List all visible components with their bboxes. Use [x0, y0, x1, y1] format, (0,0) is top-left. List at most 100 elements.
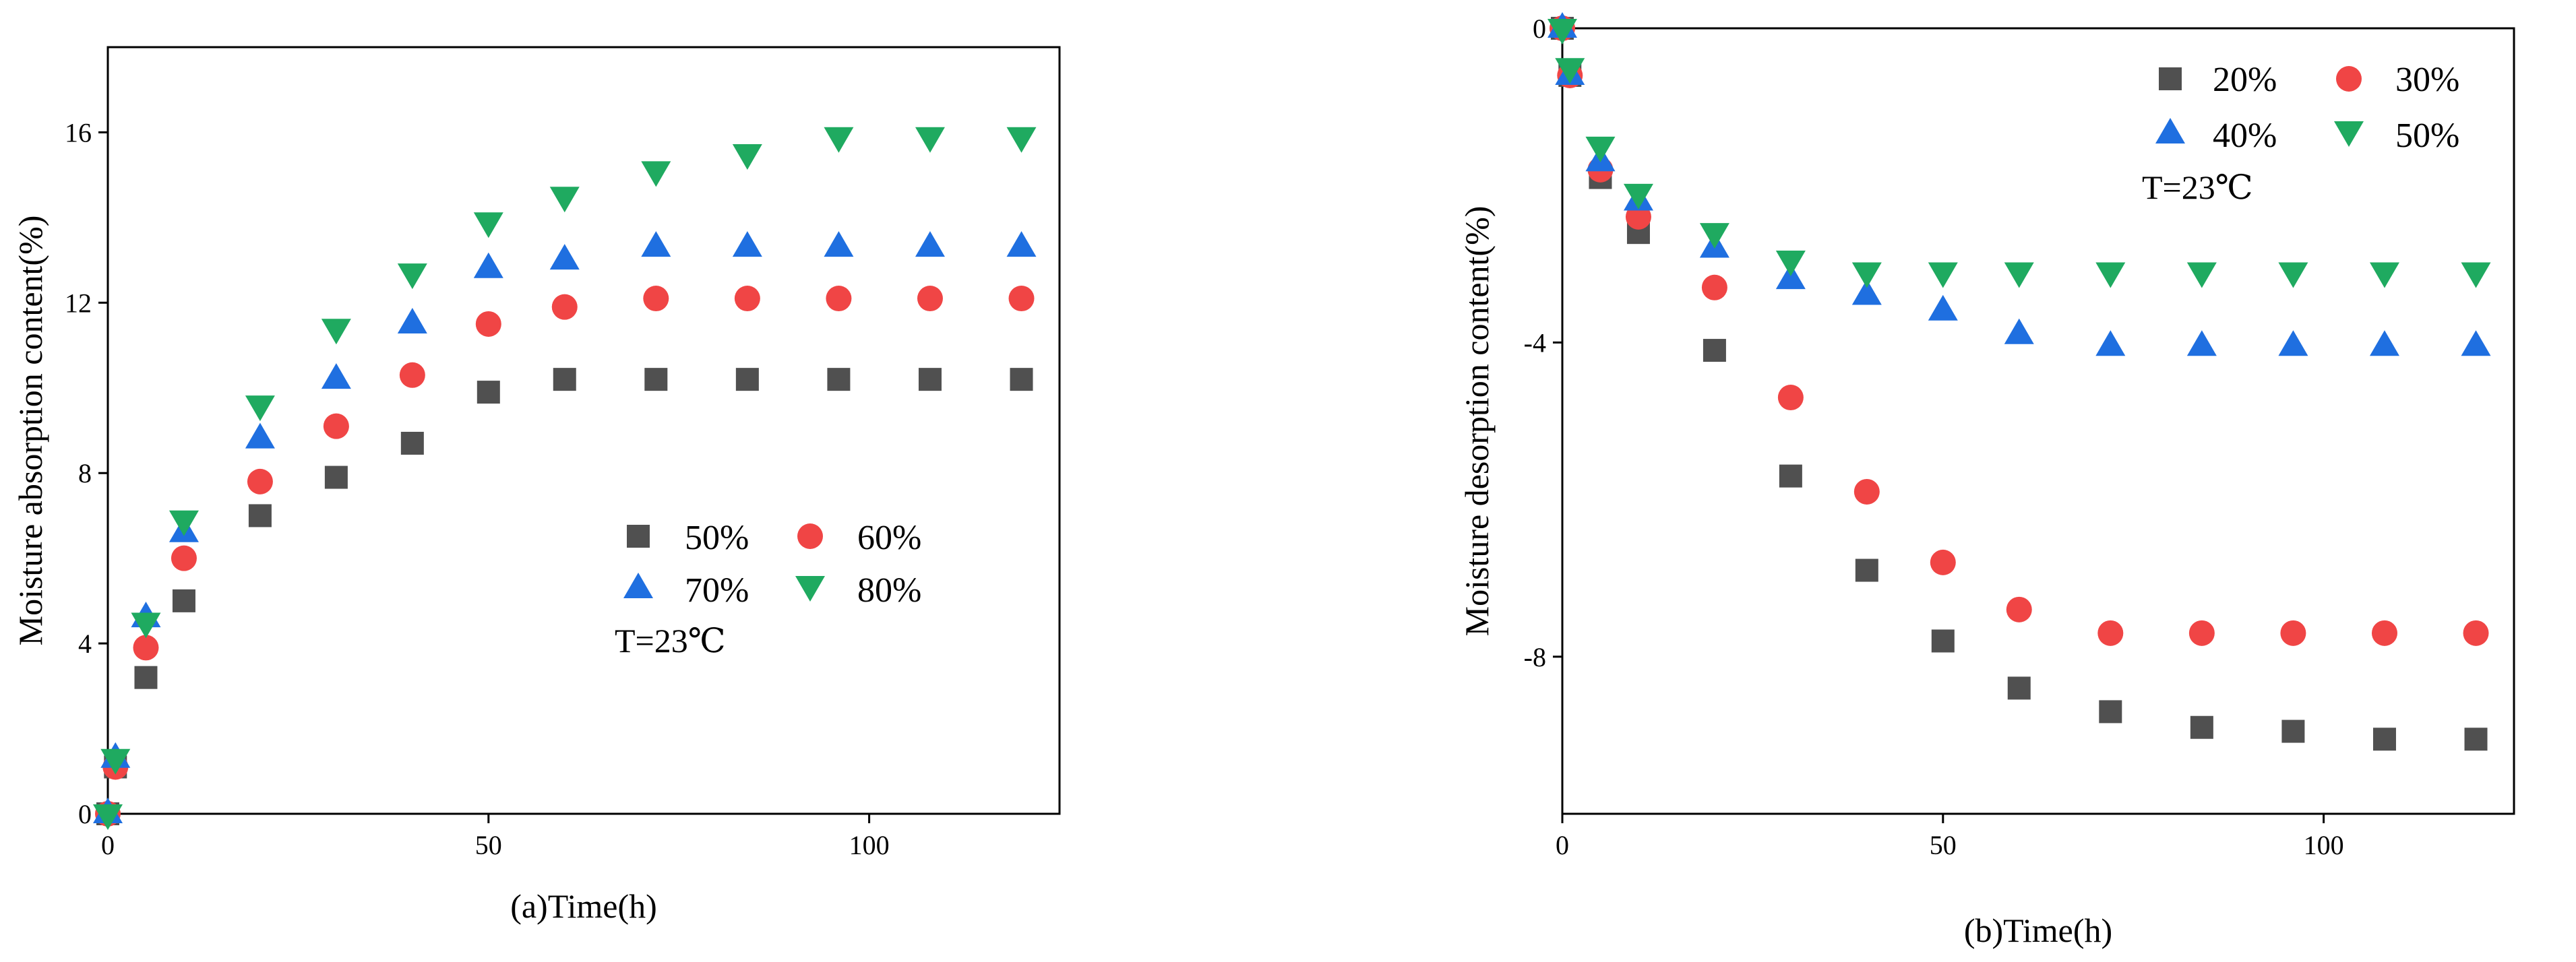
chart-b-point-40pct	[1851, 279, 1882, 305]
chart-b-point-40pct	[2095, 330, 2126, 356]
chart-a-xtick-label: 50	[475, 830, 502, 860]
chart-b-point-30pct	[1701, 274, 1727, 300]
chart-a-point-50pct	[918, 368, 942, 391]
chart-a-point-80pct	[93, 804, 123, 830]
chart-a-ytick-label: 12	[65, 288, 92, 318]
chart-a-point-80pct	[321, 319, 351, 345]
chart-b-xtick-label: 100	[2304, 830, 2344, 860]
legend-marker-40	[2155, 118, 2185, 143]
chart-a-point-70pct	[915, 231, 945, 257]
chart-b-point-50pct	[1699, 223, 1729, 249]
chart-a-point-80pct	[1006, 127, 1037, 153]
chart-b-point-30pct	[2006, 596, 2032, 622]
chart-a-point-70pct	[245, 422, 275, 449]
chart-b-point-30pct	[2463, 620, 2489, 646]
chart-a-point-60pct	[734, 286, 760, 312]
chart-a-point-60pct	[643, 286, 669, 312]
legend-label-50-b: 50%	[2395, 117, 2459, 155]
chart-a-point-50pct	[735, 368, 759, 391]
legend-label-30: 30%	[2395, 61, 2459, 99]
legend-label-80: 80%	[857, 571, 921, 610]
chart-a-ytick-label: 0	[78, 799, 92, 829]
chart-a-point-60pct	[399, 362, 425, 388]
chart-b-xtick-label: 50	[1930, 830, 1957, 860]
chart-a-point-60pct	[826, 286, 852, 312]
chart-b-point-20pct	[2099, 700, 2122, 724]
chart-b-point-30pct	[1777, 385, 1804, 411]
chart-b-point-40pct	[2278, 330, 2308, 356]
chart-a-point-80pct	[549, 187, 580, 213]
chart-b-xlabel: (b)Time(h)	[1964, 911, 2112, 949]
chart-a-legend: 50% 60% 70% 80% T=23℃	[615, 519, 921, 660]
chart-a-point-60pct	[247, 468, 273, 494]
chart-a-point-50pct	[1010, 368, 1033, 391]
chart-b-point-20pct	[2007, 676, 2031, 700]
legend-marker-50-b	[2334, 121, 2364, 147]
legend-label-60: 60%	[857, 519, 921, 557]
chart-b-point-30pct	[2188, 620, 2215, 646]
chart-a-ticks: 0 50 100 0 4 8 12 16	[65, 117, 890, 860]
chart-b-temperature-annotation: T=23℃	[2142, 168, 2253, 206]
chart-b-point-50pct	[2278, 262, 2308, 288]
chart-b-ytick-label: 0	[1533, 13, 1546, 44]
chart-b-legend: 20% 30% 40% 50% T=23℃	[2142, 61, 2459, 206]
legend-marker-20	[2159, 67, 2182, 90]
chart-a-point-70pct	[397, 307, 427, 333]
chart-a-plot-frame	[106, 46, 1061, 815]
chart-b-point-50pct	[1555, 58, 1585, 84]
chart-a-point-70pct	[824, 231, 854, 257]
chart-b-point-50pct	[1623, 183, 1653, 210]
chart-a-xtick-label: 0	[101, 830, 115, 860]
chart-b-point-50pct	[1585, 136, 1616, 162]
chart-b-plot-frame	[1561, 27, 2515, 815]
chart-a-point-80pct	[100, 748, 131, 775]
chart-b-point-20pct	[2464, 728, 2488, 751]
chart-a-point-50pct	[553, 368, 576, 391]
chart-a-point-60pct	[475, 311, 501, 337]
chart-a-point-80pct	[824, 127, 854, 153]
legend-marker-60	[797, 523, 823, 549]
chart-a-point-80pct	[641, 161, 671, 187]
chart-a-ylabel: Moisture absorption content(%)	[11, 216, 49, 646]
chart-a-point-80pct	[131, 612, 161, 639]
chart-a-point-60pct	[551, 294, 578, 320]
chart-b-point-30pct	[2371, 620, 2397, 646]
chart-b-ylabel: Moisture desorption content(%)	[1458, 206, 1496, 637]
chart-a-point-80pct	[397, 263, 427, 290]
chart-b-point-40pct	[2461, 330, 2491, 356]
chart-a-point-50pct	[324, 466, 348, 489]
chart-a-point-50pct	[134, 666, 158, 689]
chart-b-ticks: 0 50 100 0 -4 -8	[1524, 13, 2344, 860]
chart-b-point-20pct	[2190, 715, 2213, 739]
chart-b-point-40pct	[1775, 263, 1806, 290]
chart-b-xtick-label: 0	[1556, 830, 1569, 860]
chart-a-point-60pct	[323, 413, 349, 439]
chart-b: 0 50 100 0 -4 -8 (b)Time(h) Moisture desorpti…	[1458, 12, 2515, 949]
chart-a-point-60pct	[1008, 286, 1035, 312]
chart-b-point-50pct	[1928, 262, 1958, 288]
chart-a-point-80pct	[915, 127, 945, 153]
chart-a-point-70pct	[641, 231, 671, 257]
chart-a-point-50pct	[400, 431, 424, 455]
chart-a-point-50pct	[827, 368, 851, 391]
chart-b-point-50pct	[2186, 262, 2217, 288]
chart-b-point-40pct	[2186, 330, 2217, 356]
chart-a-points	[93, 127, 1037, 830]
chart-a-point-50pct	[172, 589, 195, 612]
chart-a-point-70pct	[732, 231, 762, 257]
chart-b-ytick-label: -4	[1524, 327, 1546, 358]
chart-b-point-20pct	[2372, 728, 2396, 751]
chart-b-point-40pct	[2369, 330, 2399, 356]
chart-b-point-50pct	[1775, 250, 1806, 276]
chart-b-point-20pct	[1855, 558, 1878, 582]
chart-a-point-50pct	[248, 504, 272, 527]
chart-a-point-50pct	[477, 381, 500, 404]
legend-marker-70	[623, 573, 653, 598]
legend-marker-80	[795, 576, 825, 602]
chart-b-point-40pct	[1928, 294, 1958, 321]
chart-b-point-20pct	[2281, 719, 2305, 743]
chart-b-point-50pct	[2461, 262, 2491, 288]
chart-a-point-80pct	[168, 510, 199, 536]
chart-b-ytick-label: -8	[1524, 642, 1546, 672]
